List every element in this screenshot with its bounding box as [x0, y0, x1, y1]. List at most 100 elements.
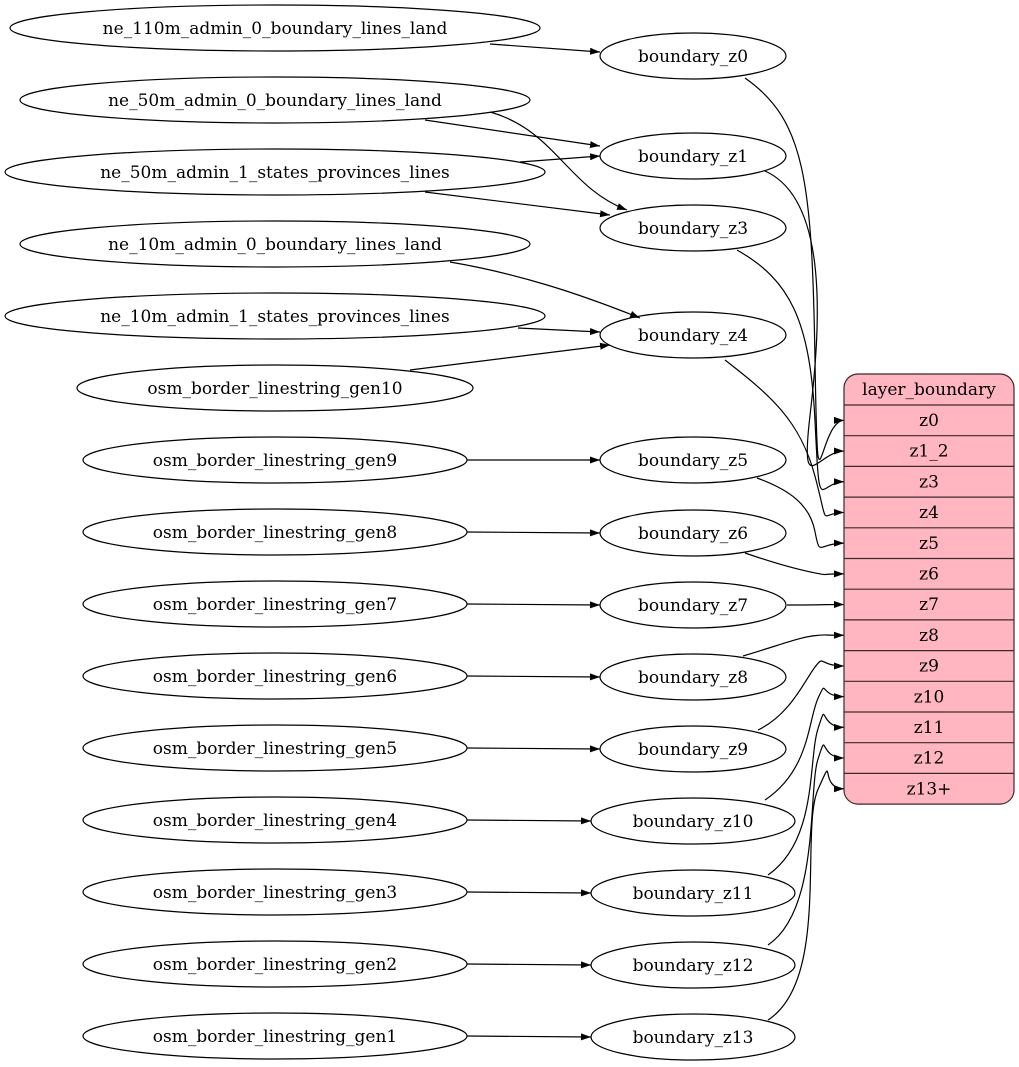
node-boundary-z3: boundary_z3: [599, 204, 787, 252]
edge-osm-border-linestring-gen2-to-boundary-z12: [466, 961, 592, 969]
node-label: osm_border_linestring_gen3: [153, 883, 397, 903]
node-ellipse: [82, 1012, 468, 1060]
node-label: boundary_z4: [638, 326, 748, 346]
edge-path: [767, 744, 845, 946]
node-ellipse: [82, 652, 468, 700]
node-osm-border-linestring-gen8: osm_border_linestring_gen8: [82, 508, 468, 556]
node-ellipse: [599, 132, 787, 180]
node-label: osm_border_linestring_gen2: [153, 955, 397, 975]
node-label: ne_110m_admin_0_boundary_lines_land: [103, 19, 448, 39]
record-field-z6: z6: [919, 565, 939, 585]
edge-path: [466, 817, 592, 825]
edge-ne-10m-admin-1-states-provinces-lines-to-boundary-z4: [517, 327, 601, 336]
node-osm-border-linestring-gen7: osm_border_linestring_gen7: [82, 580, 468, 628]
node-label: boundary_z9: [638, 740, 748, 760]
edge-path: [466, 889, 592, 897]
record-field-z12: z12: [914, 749, 945, 769]
node-ellipse: [82, 868, 468, 916]
record-field-z10: z10: [914, 687, 945, 707]
node-label: boundary_z8: [638, 668, 748, 688]
node-ellipse: [76, 364, 474, 412]
edge-boundary-z9-to-layer-boundary-z9: [757, 660, 845, 731]
edge-path: [449, 261, 641, 319]
edge-path: [466, 961, 592, 969]
node-osm-border-linestring-gen1: osm_border_linestring_gen1: [82, 1012, 468, 1060]
edge-path: [424, 119, 601, 148]
edge-path: [742, 631, 845, 657]
node-boundary-z6: boundary_z6: [599, 509, 787, 557]
node-ellipse: [599, 436, 787, 484]
node-boundary-z10: boundary_z10: [590, 797, 796, 845]
node-ellipse: [599, 311, 787, 359]
node-ellipse: [82, 796, 468, 844]
node-ellipse: [82, 436, 468, 484]
record-field-z11: z11: [914, 718, 945, 738]
edge-path: [466, 1033, 592, 1041]
node-osm-border-linestring-gen5: osm_border_linestring_gen5: [82, 724, 468, 772]
edge-path: [744, 552, 845, 578]
edge-path: [724, 359, 845, 517]
node-label: boundary_z6: [638, 524, 748, 544]
edge-boundary-z12-to-layer-boundary-z12: [767, 744, 845, 946]
edge-osm-border-linestring-gen10-to-boundary-z4: [409, 342, 611, 371]
record-field-z9: z9: [919, 657, 939, 677]
node-label: osm_border_linestring_gen10: [147, 379, 402, 399]
edge-path: [489, 43, 601, 55]
node-ne-50m-admin-0-boundary-lines-land: ne_50m_admin_0_boundary_lines_land: [19, 76, 531, 124]
node-boundary-z0: boundary_z0: [599, 32, 787, 80]
node-ne-110m-admin-0-boundary-lines-land: ne_110m_admin_0_boundary_lines_land: [9, 4, 541, 52]
edge-boundary-z8-to-layer-boundary-z8: [742, 631, 845, 657]
edge-boundary-z1-to-layer-boundary-z1-2: [764, 170, 845, 467]
record-field-z1-2: z1_2: [909, 442, 948, 462]
edge-osm-border-linestring-gen5-to-boundary-z9: [466, 745, 601, 753]
node-ellipse: [82, 724, 468, 772]
node-label: boundary_z13: [633, 1028, 754, 1048]
edge-path: [767, 713, 845, 876]
node-ellipse: [599, 725, 787, 773]
edge-path: [767, 770, 845, 1021]
node-ellipse: [599, 509, 787, 557]
node-label: ne_10m_admin_0_boundary_lines_land: [108, 235, 442, 255]
node-ellipse: [4, 148, 546, 196]
node-ne-50m-admin-1-states-provinces-lines: ne_50m_admin_1_states_provinces_lines: [4, 148, 546, 196]
node-boundary-z12: boundary_z12: [590, 941, 796, 989]
edge-path: [409, 342, 611, 371]
node-label: osm_border_linestring_gen9: [153, 451, 397, 471]
node-label: osm_border_linestring_gen5: [153, 739, 397, 759]
edge-boundary-z3-to-layer-boundary-z3: [736, 249, 845, 491]
edge-path: [757, 660, 845, 731]
node-boundary-z5: boundary_z5: [599, 436, 787, 484]
edge-path: [517, 327, 601, 336]
node-osm-border-linestring-gen10: osm_border_linestring_gen10: [76, 364, 474, 412]
node-ellipse: [19, 76, 531, 124]
edge-osm-border-linestring-gen3-to-boundary-z11: [466, 889, 592, 897]
node-label: boundary_z11: [633, 884, 754, 904]
edge-ne-110m-admin-0-boundary-lines-land-to-boundary-z0: [489, 43, 601, 55]
node-ellipse: [590, 1013, 796, 1061]
record-title: layer_boundary: [862, 380, 996, 400]
node-label: boundary_z5: [638, 451, 748, 471]
node-label: boundary_z1: [638, 147, 748, 167]
node-label: boundary_z10: [633, 812, 754, 832]
node-ellipse: [82, 940, 468, 988]
edge-boundary-z0-to-layer-boundary-z0: [744, 77, 845, 461]
edge-osm-border-linestring-gen6-to-boundary-z8: [466, 673, 601, 681]
layer-boundary-record: layer_boundary z0 z1_2 z3 z4 z5 z6 z7 z8 z9 z10 z11…: [843, 373, 1015, 805]
node-label: ne_50m_admin_0_boundary_lines_land: [108, 91, 442, 111]
node-label: boundary_z3: [638, 219, 748, 239]
edge-osm-border-linestring-gen1-to-boundary-z13: [466, 1033, 592, 1041]
node-ellipse: [599, 581, 787, 629]
node-boundary-z8: boundary_z8: [599, 653, 787, 701]
node-label: boundary_z7: [638, 596, 748, 616]
node-label: boundary_z0: [638, 47, 748, 67]
edge-path: [736, 249, 845, 491]
node-ellipse: [9, 4, 541, 52]
edge-path: [466, 745, 601, 753]
edge-path: [744, 77, 845, 461]
node-label: osm_border_linestring_gen7: [153, 595, 397, 615]
edge-path: [466, 673, 601, 681]
node-ellipse: [599, 32, 787, 80]
edge-ne-10m-admin-0-boundary-lines-land-to-boundary-z4: [449, 261, 641, 319]
record-field-z7: z7: [919, 595, 939, 615]
